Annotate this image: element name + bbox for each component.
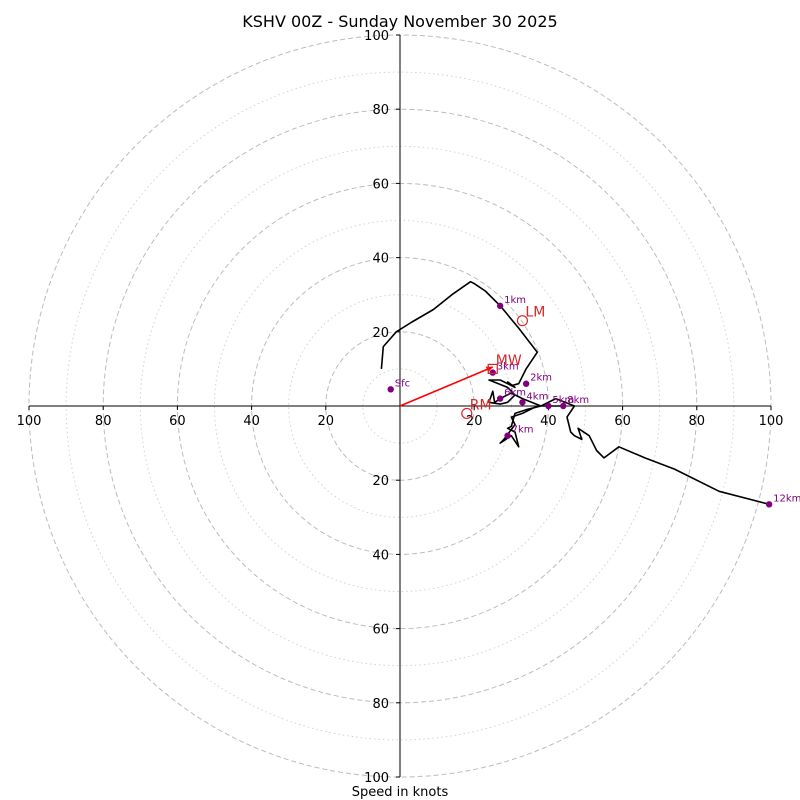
- x-tick-label: 20: [466, 414, 483, 429]
- y-tick-label: 40: [372, 548, 389, 563]
- height-marker-dot: [489, 369, 496, 376]
- chart-title: KSHV 00Z - Sunday November 30 2025: [242, 12, 557, 31]
- x-tick-label: 40: [243, 414, 260, 429]
- x-tick-label: 80: [689, 414, 706, 429]
- tick-labels: 100 80 60 40 20 20 40 60 80 100 100 80 60 40 20 20 40 60 8…: [17, 29, 784, 786]
- height-marker-label: 7km: [512, 425, 534, 436]
- storm-motion-circle: [516, 315, 529, 327]
- x-tick-label: 80: [95, 414, 112, 429]
- height-marker-label: 5km: [552, 395, 574, 406]
- storm-vector-group: [399, 366, 494, 407]
- y-tick-label: 60: [372, 177, 389, 192]
- height-marker-dot: [387, 386, 394, 393]
- y-tick-label: 100: [364, 29, 389, 44]
- y-tick-label: 40: [372, 252, 389, 267]
- y-tick-label: 100: [364, 771, 389, 786]
- x-tick-label: 60: [169, 414, 186, 429]
- height-marker-label: 12km: [773, 493, 800, 504]
- y-tick-label: 80: [372, 103, 389, 118]
- height-marker-dot: [765, 501, 773, 508]
- height-marker-label: 8km: [567, 395, 589, 406]
- y-tick-label: 20: [372, 474, 389, 489]
- storm-motion-markers: LM MW RM: [461, 305, 545, 420]
- x-tick-label: 40: [540, 414, 557, 429]
- storm-motion-label: MW: [496, 353, 522, 369]
- height-marker-label: 4km: [526, 391, 548, 402]
- y-tick-label: 60: [372, 623, 389, 638]
- height-markers: Sfc 1km 2km 3km 4km 5km 6km 7km 8km 12km: [387, 295, 800, 508]
- hodograph-trace-group: [380, 280, 770, 506]
- height-marker-dot: [545, 402, 552, 410]
- height-marker-dot: [560, 402, 567, 410]
- y-tick-label: 20: [372, 326, 389, 341]
- height-marker-dot: [519, 399, 526, 406]
- hodograph-trace: [380, 280, 770, 506]
- x-tick-label: 100: [759, 414, 784, 429]
- storm-motion-label: RM: [470, 397, 492, 413]
- height-marker-label: 1km: [504, 295, 526, 306]
- x-axis-label: Speed in knots: [352, 785, 449, 800]
- height-marker-dot: [496, 302, 504, 310]
- height-marker-dot: [504, 432, 511, 439]
- height-marker-label: 3km: [497, 362, 519, 373]
- storm-motion-circle: [461, 407, 473, 420]
- height-marker-label: 6km: [504, 388, 526, 399]
- x-tick-label: 100: [17, 414, 42, 429]
- height-marker-dot: [496, 395, 504, 402]
- height-marker-label: 2km: [530, 373, 552, 384]
- storm-motion-vector: [399, 366, 494, 407]
- y-tick-label: 80: [372, 697, 389, 712]
- height-marker-label: Sfc: [395, 378, 410, 389]
- storm-motion-square: [487, 363, 498, 374]
- x-tick-label: 60: [614, 414, 631, 429]
- storm-vector-arrowhead: [485, 366, 493, 373]
- x-tick-label: 20: [318, 414, 335, 429]
- storm-motion-label: LM: [525, 305, 545, 321]
- height-marker-dot: [522, 380, 530, 387]
